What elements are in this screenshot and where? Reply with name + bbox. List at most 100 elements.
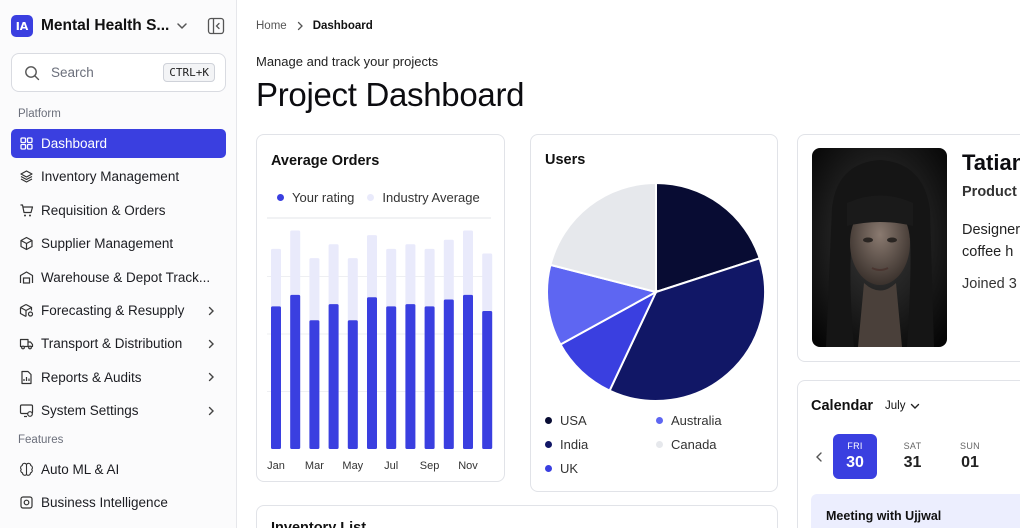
day-number: 01: [961, 454, 979, 471]
legend-dot: [656, 441, 663, 448]
legend-label: USA: [560, 413, 587, 428]
calendar-event[interactable]: Meeting with Ujjwal: [811, 494, 1020, 528]
pie-legend-item: Canada: [656, 437, 717, 452]
inventory-card: Inventory List: [256, 505, 778, 528]
grid-icon: [20, 137, 33, 150]
sidebar-item-label: Inventory Management: [41, 169, 180, 185]
legend-label-your-rating: Your rating: [292, 190, 355, 205]
day-number: 30: [846, 454, 864, 471]
pie-legend-item: India: [545, 437, 588, 452]
chevron-down-icon: [911, 403, 920, 409]
page-title: Project Dashboard: [256, 76, 525, 113]
sidebar-item-label: Warehouse & Depot Track...: [41, 269, 211, 285]
pie-slice-australia: [546, 263, 659, 346]
bar-your-rating: [424, 306, 435, 449]
sidebar-item-dashboard[interactable]: Dashboard: [11, 129, 226, 158]
bar-your-rating: [347, 320, 358, 449]
sidebar-item-business-intelligence[interactable]: Business Intelligence: [11, 488, 226, 517]
pie-slice-india: [608, 257, 766, 402]
profile-role: Product: [962, 184, 1017, 200]
day-number: 31: [903, 454, 922, 471]
legend-dot: [656, 417, 663, 424]
search-placeholder: Search: [51, 65, 94, 80]
sidebar-item-label: Transport & Distribution: [41, 336, 183, 352]
chart-legend: Your rating Industry Average: [277, 190, 480, 205]
calendar-day[interactable]: FRI 30: [833, 434, 877, 479]
bar-your-rating: [367, 297, 377, 449]
legend-dot: [545, 417, 552, 424]
legend-label: Australia: [671, 413, 722, 428]
sidebar-item-label: System Settings: [41, 403, 139, 419]
bar-your-rating: [290, 294, 301, 449]
sidebar-item-requisition-orders[interactable]: Requisition & Orders: [11, 196, 226, 225]
pie-legend-item: USA: [545, 413, 587, 428]
settings-icon: [19, 404, 34, 418]
sidebar-item-inventory-management[interactable]: Inventory Management: [11, 162, 226, 191]
profile-bio-line: coffee h: [962, 244, 1014, 260]
profile-joined: Joined 3: [962, 276, 1017, 292]
x-tick-label: May: [342, 460, 363, 472]
day-number: 0: [1006, 454, 1020, 472]
sidebar-item-supplier-management[interactable]: Supplier Management: [11, 229, 226, 258]
month-select-value: July: [885, 400, 906, 412]
bar-your-rating: [443, 299, 454, 449]
sidebar-item-warehouse-depot-track[interactable]: Warehouse & Depot Track...: [11, 263, 226, 292]
legend-label-industry-average: Industry Average: [382, 190, 480, 205]
calendar-day[interactable]: SUN 01: [948, 434, 992, 479]
breadcrumb-current: Dashboard: [312, 20, 373, 32]
pie-legend-item: UK: [545, 461, 578, 476]
sidebar: IA Mental Health S... Search CTRL+K Plat…: [0, 0, 237, 528]
x-tick-label: Sep: [420, 460, 440, 472]
brain-icon: [20, 462, 33, 476]
chevron-down-icon: [177, 23, 188, 29]
workspace-switcher[interactable]: IA Mental Health S...: [11, 15, 189, 37]
profile-photo: [812, 148, 947, 347]
sidebar-item-transport-distribution[interactable]: Transport & Distribution: [11, 329, 226, 358]
search-shortcut: CTRL+K: [163, 63, 215, 82]
sidebar-item-label: Reports & Audits: [41, 369, 142, 385]
legend-label: India: [560, 437, 589, 452]
pie-legend-item: Australia: [656, 413, 722, 428]
section-label-platform: Platform: [18, 108, 61, 120]
search-input[interactable]: Search CTRL+K: [11, 53, 226, 92]
sidebar-item-reports-audits[interactable]: Reports & Audits: [11, 363, 226, 392]
workspace-name: Mental Health S...: [41, 17, 170, 34]
calendar-day[interactable]: M0: [1006, 434, 1020, 479]
card-title: Inventory List: [271, 520, 367, 528]
bar-your-rating: [271, 306, 281, 449]
pie-slice-canada: [549, 181, 657, 294]
calendar-day[interactable]: SAT 31: [891, 434, 935, 479]
users-card: Users USA Australia India Canada UK: [530, 134, 778, 492]
sidebar-item-forecasting-resupply[interactable]: Forecasting & Resupply: [11, 296, 226, 325]
profile-name: Tatiana: [962, 150, 1020, 175]
legend-label: UK: [560, 461, 579, 476]
chevron-right-icon: [208, 306, 214, 315]
sidebar-collapse-icon[interactable]: [207, 17, 225, 35]
section-label-features: Features: [18, 434, 64, 446]
x-tick-label: Nov: [458, 460, 478, 472]
calendar-title: Calendar: [811, 398, 874, 414]
truck-icon: [19, 339, 34, 350]
month-select[interactable]: July: [885, 400, 921, 412]
sidebar-item-label: Supplier Management: [41, 236, 174, 252]
breadcrumb-home[interactable]: Home: [256, 20, 287, 32]
legend-dot: [277, 194, 284, 201]
day-name: SUN: [960, 441, 980, 451]
page-subtitle: Manage and track your projects: [256, 54, 439, 69]
sidebar-item-auto-ml-ai[interactable]: Auto ML & AI: [11, 455, 226, 484]
bar-your-rating: [482, 311, 493, 449]
legend-label: Canada: [671, 437, 717, 452]
breadcrumb: Home Dashboard: [256, 20, 373, 32]
bar-your-rating: [463, 294, 473, 449]
chevron-left-icon[interactable]: [813, 451, 825, 463]
average-orders-chart: Jan Mar May Jul Sep Nov: [267, 217, 493, 472]
day-name: FRI: [847, 441, 863, 451]
day-name: SAT: [903, 441, 922, 451]
cart-icon: [20, 204, 34, 217]
legend-dot: [545, 441, 552, 448]
sidebar-item-system-settings[interactable]: System Settings: [11, 396, 226, 425]
chevron-right-icon: [208, 373, 214, 382]
x-tick-label: Jan: [267, 460, 285, 472]
profile-bio-line: Designer: [962, 222, 1020, 238]
profile-bio: Designer coffee h: [962, 219, 1020, 263]
